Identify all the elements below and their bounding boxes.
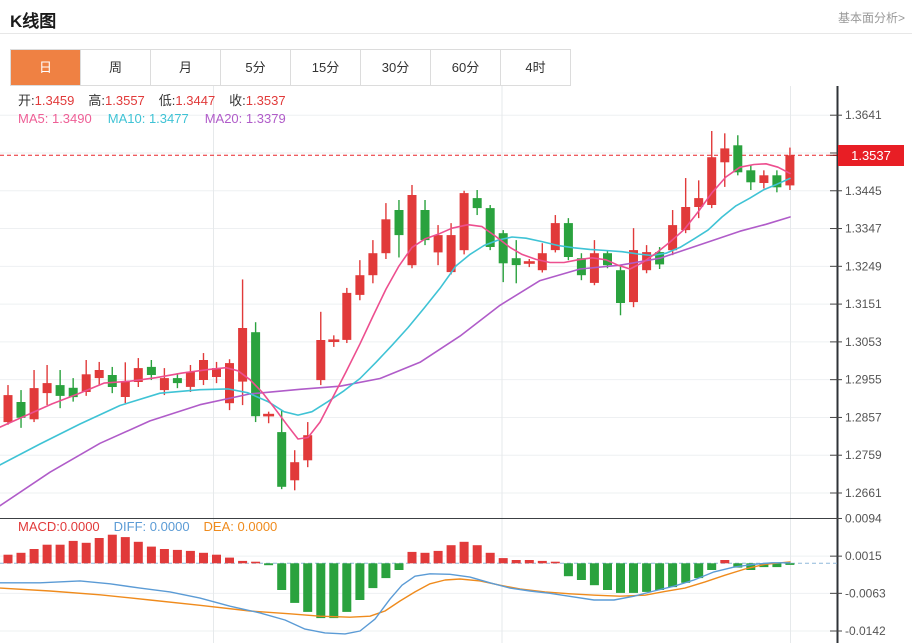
svg-text:1.3053: 1.3053 bbox=[845, 335, 882, 349]
diff-value: DIFF: 0.0000 bbox=[113, 519, 190, 534]
svg-text:0.0094: 0.0094 bbox=[845, 511, 882, 525]
tab-day[interactable]: 日 bbox=[11, 50, 81, 85]
svg-text:1.3151: 1.3151 bbox=[845, 297, 882, 311]
svg-text:1.3347: 1.3347 bbox=[845, 222, 882, 236]
svg-text:1.2857: 1.2857 bbox=[845, 410, 882, 424]
header-divider bbox=[0, 33, 912, 34]
close-label: 收: bbox=[229, 93, 246, 108]
svg-text:-0.0142: -0.0142 bbox=[845, 624, 886, 638]
current-price-badge: 1.3537 bbox=[838, 145, 904, 166]
tab-month[interactable]: 月 bbox=[151, 50, 221, 85]
svg-text:0.0015: 0.0015 bbox=[845, 549, 882, 563]
close-value: 1.3537 bbox=[245, 93, 286, 108]
ma20-readout: MA20: 1.3379 bbox=[204, 111, 286, 126]
macd-value: MACD:0.0000 bbox=[18, 519, 100, 534]
ohlc-readout: 开:1.3459 高:1.3557 低:1.3447 收:1.3537 bbox=[18, 90, 300, 109]
svg-text:1.3641: 1.3641 bbox=[845, 108, 882, 122]
dea-value: DEA: 0.0000 bbox=[203, 519, 278, 534]
tab-60min[interactable]: 60分 bbox=[431, 50, 501, 85]
svg-text:1.3445: 1.3445 bbox=[845, 184, 882, 198]
svg-text:1.2661: 1.2661 bbox=[845, 486, 882, 500]
tab-15min[interactable]: 15分 bbox=[291, 50, 361, 85]
tab-week[interactable]: 周 bbox=[81, 50, 151, 85]
interval-tabs: 日 周 月 5分 15分 30分 60分 4时 bbox=[10, 49, 571, 86]
page-title: K线图 bbox=[10, 12, 57, 31]
low-label: 低: bbox=[158, 93, 176, 108]
macd-readout: MACD:0.0000 DIFF: 0.0000 DEA: 0.0000 bbox=[18, 519, 277, 534]
tab-30min[interactable]: 30分 bbox=[361, 50, 431, 85]
high-label: 高: bbox=[88, 93, 106, 108]
open-label: 开: bbox=[18, 93, 35, 108]
low-value: 1.3447 bbox=[175, 93, 216, 108]
svg-text:1.2955: 1.2955 bbox=[845, 373, 882, 387]
svg-text:1.3249: 1.3249 bbox=[845, 259, 882, 273]
ma-readout: MA5: 1.3490 MA10: 1.3477 MA20: 1.3379 bbox=[18, 111, 286, 126]
tab-4hour[interactable]: 4时 bbox=[501, 50, 570, 85]
ma10-readout: MA10: 1.3477 bbox=[107, 111, 189, 126]
svg-text:1.2759: 1.2759 bbox=[845, 448, 882, 462]
fundamental-analysis-link[interactable]: 基本面分析> bbox=[837, 11, 905, 25]
ma5-readout: MA5: 1.3490 bbox=[18, 111, 92, 126]
open-value: 1.3459 bbox=[34, 93, 75, 108]
tab-5min[interactable]: 5分 bbox=[221, 50, 291, 85]
high-value: 1.3557 bbox=[105, 93, 145, 108]
svg-text:-0.0063: -0.0063 bbox=[845, 586, 886, 600]
